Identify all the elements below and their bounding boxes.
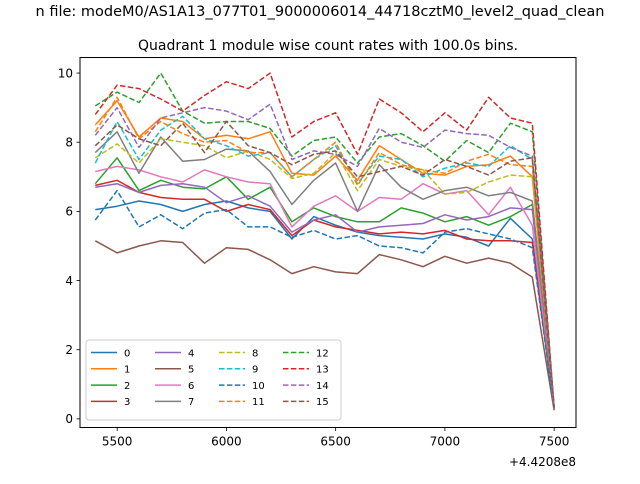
legend-label-1: 1 xyxy=(124,365,130,376)
y-tick-label: 8 xyxy=(65,136,73,150)
figure-suptitle: n file: modeM0/AS1A13_077T01_9000006014_… xyxy=(36,4,605,20)
axes-frame xyxy=(79,57,577,428)
series-line-10 xyxy=(94,189,555,409)
legend-label-3: 3 xyxy=(124,397,130,408)
y-tick-label: 4 xyxy=(65,274,73,288)
y-tick-label: 10 xyxy=(58,66,73,80)
x-tick-label: 5500 xyxy=(102,435,133,449)
y-axis: 0 2 4 6 8 10 xyxy=(58,66,80,426)
series-line-5 xyxy=(94,240,555,411)
series-line-6 xyxy=(95,165,555,409)
legend-label-9: 9 xyxy=(252,365,258,376)
legend-label-10: 10 xyxy=(252,381,265,392)
series-line-15 xyxy=(94,120,555,409)
legend-box xyxy=(85,339,342,421)
legend-label-5: 5 xyxy=(188,365,194,376)
x-tick-label: 7500 xyxy=(539,435,570,449)
legend-label-8: 8 xyxy=(252,348,258,359)
legend-label-6: 6 xyxy=(188,381,194,392)
x-axis: 5500 6000 6500 7000 7500 xyxy=(102,427,570,449)
series-line-8 xyxy=(94,138,555,409)
series-line-2 xyxy=(94,157,555,409)
legend-label-13: 13 xyxy=(316,365,329,376)
series-line-12 xyxy=(94,72,555,407)
series-line-11 xyxy=(94,96,555,409)
legend-label-12: 12 xyxy=(316,348,329,359)
legend-label-14: 14 xyxy=(316,381,329,392)
x-tick-label: 6500 xyxy=(320,435,351,449)
y-tick-label: 6 xyxy=(65,205,73,219)
legend-label-11: 11 xyxy=(252,397,265,408)
y-tick-label: 2 xyxy=(65,343,73,357)
legend-label-4: 4 xyxy=(188,348,194,359)
series-line-7 xyxy=(94,131,555,409)
x-tick-label: 7000 xyxy=(430,435,461,449)
legend-label-2: 2 xyxy=(124,381,130,392)
legend-label-7: 7 xyxy=(188,397,194,408)
x-tick-label: 6000 xyxy=(211,435,242,449)
legend-label-15: 15 xyxy=(316,397,329,408)
series-layer xyxy=(94,72,555,411)
chart-title: Quadrant 1 module wise count rates with … xyxy=(138,38,518,54)
y-tick-label: 0 xyxy=(65,412,73,426)
series-line-0 xyxy=(95,200,555,407)
legend-label-0: 0 xyxy=(124,348,130,359)
series-line-1 xyxy=(94,99,555,409)
series-line-4 xyxy=(95,182,555,409)
series-line-3 xyxy=(95,179,555,409)
series-line-13 xyxy=(94,72,555,407)
x-offset-label: +4.4208e8 xyxy=(509,455,576,469)
